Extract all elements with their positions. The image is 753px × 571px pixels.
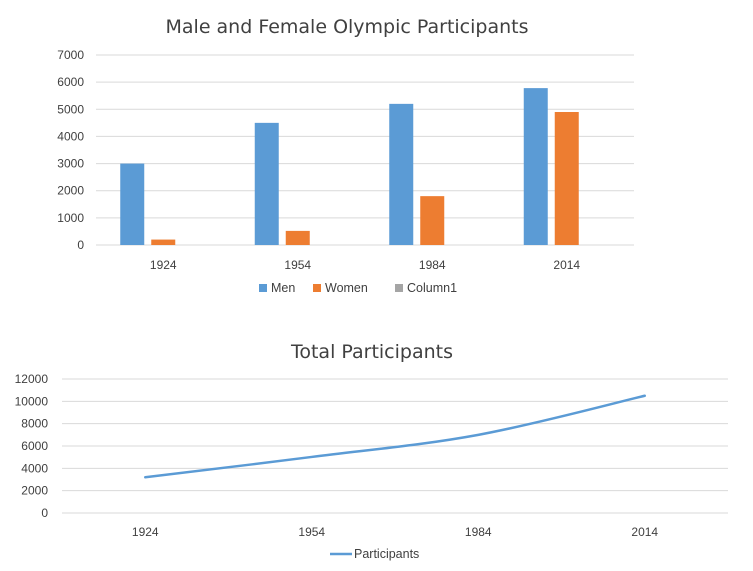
x-tick-label: 2014 (553, 258, 580, 272)
bar-men-2014 (523, 88, 548, 245)
x-tick-label: 2014 (631, 525, 658, 539)
chart-title: Total Participants (290, 341, 453, 363)
y-tick-label: 0 (77, 238, 84, 252)
y-tick-label: 4000 (57, 129, 84, 143)
x-tick-label: 1924 (132, 525, 159, 539)
y-tick-label: 2000 (21, 484, 48, 498)
y-tick-label: 0 (41, 506, 48, 520)
bar-women-1984 (420, 196, 445, 245)
x-tick-label: 1954 (284, 258, 311, 272)
legend-swatch-women (313, 284, 321, 292)
y-tick-label: 4000 (21, 461, 48, 475)
y-tick-label: 8000 (21, 417, 48, 431)
line-chart-total-participants: Total Participants 0 2000 4000 6000 8000 1000… (15, 341, 728, 561)
y-tick-label: 7000 (57, 48, 84, 62)
legend-swatch-column1 (395, 284, 403, 292)
legend-label: Column1 (407, 281, 457, 295)
legend-label: Men (271, 281, 295, 295)
y-tick-label: 1000 (57, 211, 84, 225)
y-tick-label: 12000 (15, 372, 49, 386)
legend-label: Participants (354, 547, 419, 561)
bar-men-1954 (254, 122, 279, 245)
legend-label: Women (325, 281, 368, 295)
bar-women-1924 (151, 239, 176, 245)
y-tick-label: 6000 (57, 75, 84, 89)
y-tick-label: 10000 (15, 394, 49, 408)
bar-chart-participants-by-sex: Male and Female Olympic Participants 0 10… (57, 16, 634, 295)
bar-women-2014 (554, 112, 579, 245)
chart-title: Male and Female Olympic Participants (166, 16, 529, 38)
bar-men-1924 (120, 163, 145, 245)
bar-women-1954 (285, 230, 310, 245)
y-tick-label: 3000 (57, 157, 84, 171)
y-tick-label: 6000 (21, 439, 48, 453)
series-line-participants (144, 394, 646, 479)
x-tick-label: 1984 (465, 525, 492, 539)
y-tick-label: 2000 (57, 184, 84, 198)
x-tick-label: 1984 (419, 258, 446, 272)
y-tick-label: 5000 (57, 102, 84, 116)
x-tick-label: 1924 (150, 258, 177, 272)
legend-swatch-men (259, 284, 267, 292)
bar-men-1984 (389, 103, 414, 245)
x-tick-label: 1954 (298, 525, 325, 539)
